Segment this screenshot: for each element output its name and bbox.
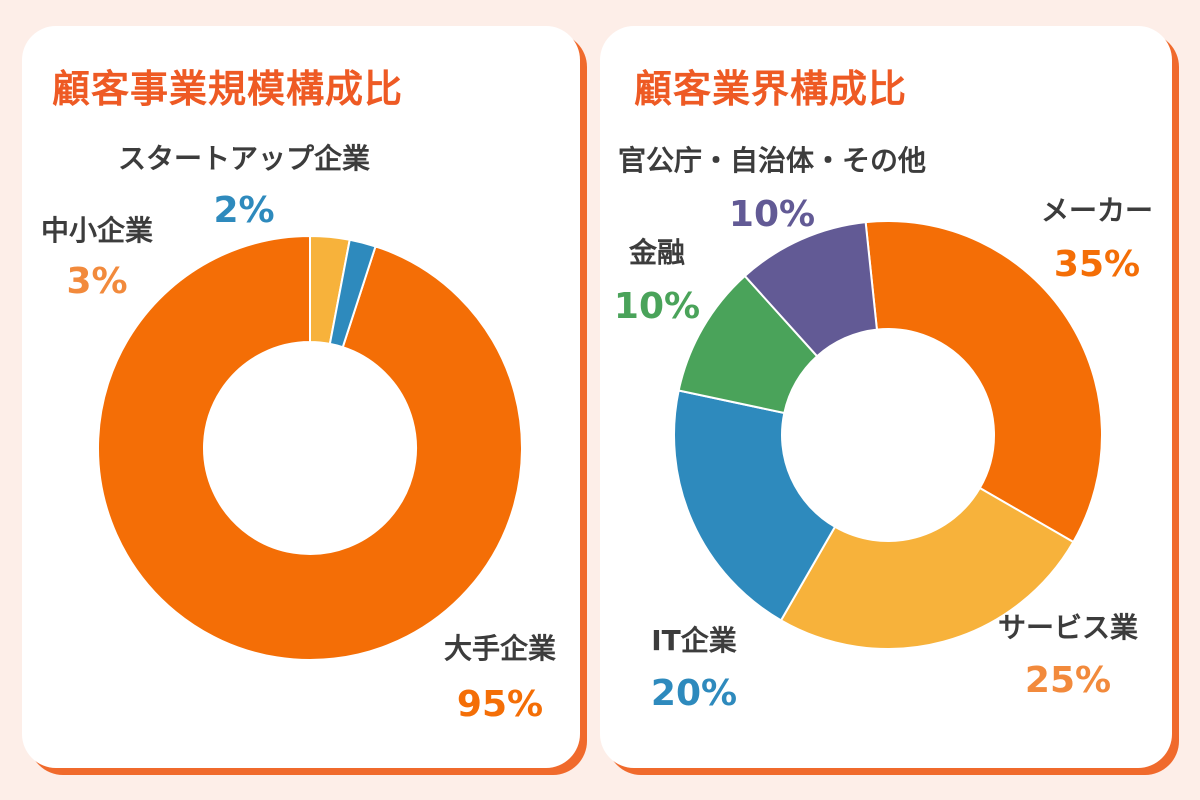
donut-slice-industry-1 [779,486,1075,650]
slice-label-industry-4: 官公庁・自治体・その他 [618,144,926,177]
donut-slice-industry-0 [864,220,1103,544]
slice-value-scale-0: 95% [457,684,543,725]
slice-value-industry-3: 10% [614,286,700,327]
donut-business-scale [97,234,523,661]
donut-slice-scale-0 [97,234,523,661]
donut-slice-industry-4 [743,221,879,358]
slice-label-scale-0: 大手企業 [444,632,556,665]
donut-slice-scale-2 [328,238,377,349]
slice-label-industry-3: 金融 [628,236,685,269]
slice-value-scale-2: 2% [213,190,274,231]
chart-title-business-scale: 顧客事業規模構成比 [52,67,404,111]
slice-value-scale-1: 3% [66,261,127,302]
slice-label-scale-2: スタートアップ企業 [118,142,370,175]
slice-value-industry-2: 20% [651,673,737,714]
slice-value-industry-0: 35% [1054,244,1140,285]
slice-value-industry-1: 25% [1025,660,1111,701]
chart-title-industry: 顧客業界構成比 [634,67,908,111]
slice-label-scale-1: 中小企業 [41,214,153,247]
slice-value-industry-4: 10% [729,194,815,235]
slice-label-industry-1: サービス業 [998,611,1138,644]
slice-label-industry-2: IT企業 [651,624,737,657]
donut-industry [673,220,1103,650]
donut-slice-industry-2 [673,389,837,622]
slice-label-industry-0: メーカー [1041,194,1153,227]
